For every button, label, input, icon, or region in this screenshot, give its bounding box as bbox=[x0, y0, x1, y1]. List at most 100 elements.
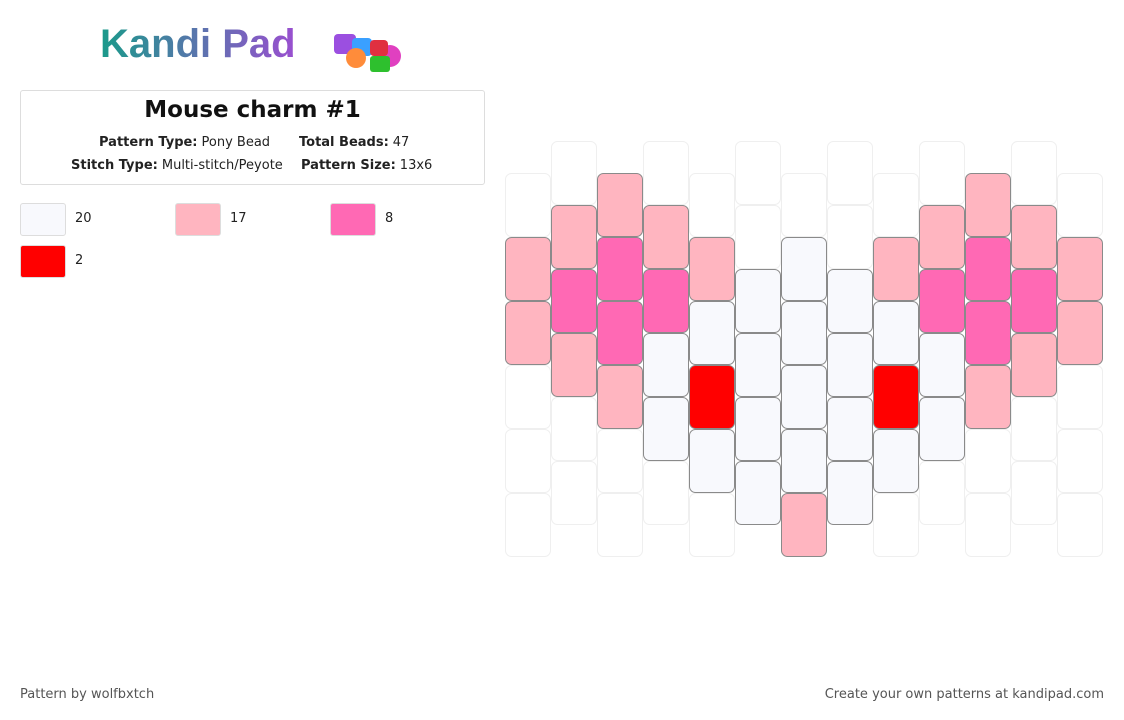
empty-bead bbox=[827, 205, 873, 269]
color-swatch bbox=[20, 203, 66, 236]
color-count: 20 bbox=[75, 211, 92, 226]
bead bbox=[873, 237, 919, 301]
bead bbox=[551, 205, 597, 269]
color-swatch bbox=[330, 203, 376, 236]
bead bbox=[919, 397, 965, 461]
empty-bead bbox=[1011, 461, 1057, 525]
bead bbox=[505, 301, 551, 365]
color-count: 8 bbox=[385, 211, 394, 226]
empty-bead bbox=[689, 493, 735, 557]
footer-link[interactable]: Create your own patterns at kandipad.com bbox=[824, 687, 1104, 702]
logo[interactable]: Kandi Pad bbox=[100, 22, 296, 66]
bead bbox=[827, 333, 873, 397]
bead bbox=[919, 269, 965, 333]
color-swatch bbox=[175, 203, 221, 236]
empty-bead bbox=[1011, 141, 1057, 205]
bead bbox=[689, 365, 735, 429]
empty-bead bbox=[505, 493, 551, 557]
bead bbox=[781, 365, 827, 429]
bead bbox=[551, 333, 597, 397]
bead bbox=[643, 269, 689, 333]
info-item: Pattern Type: Pony Bead bbox=[99, 135, 270, 150]
logo-icon bbox=[334, 34, 401, 72]
bead bbox=[735, 461, 781, 525]
bead bbox=[551, 269, 597, 333]
bead bbox=[919, 333, 965, 397]
empty-bead bbox=[505, 429, 551, 493]
empty-bead bbox=[1057, 429, 1103, 493]
empty-bead bbox=[1057, 365, 1103, 429]
info-label: Total Beads: bbox=[299, 135, 389, 150]
bead bbox=[965, 301, 1011, 365]
bead bbox=[735, 269, 781, 333]
bead bbox=[827, 269, 873, 333]
empty-bead bbox=[643, 461, 689, 525]
info-item: Stitch Type: Multi-stitch/Peyote bbox=[71, 158, 283, 173]
bead bbox=[1057, 237, 1103, 301]
bead bbox=[873, 301, 919, 365]
bead bbox=[1011, 333, 1057, 397]
bead-grid bbox=[505, 141, 1103, 557]
bead bbox=[597, 173, 643, 237]
footer-author: Pattern by wolfbxtch bbox=[20, 687, 155, 702]
bead bbox=[597, 365, 643, 429]
empty-bead bbox=[827, 141, 873, 205]
info-value: Multi-stitch/Peyote bbox=[161, 158, 283, 173]
empty-bead bbox=[1057, 173, 1103, 237]
bead bbox=[643, 333, 689, 397]
empty-bead bbox=[597, 493, 643, 557]
bead bbox=[1057, 301, 1103, 365]
bead bbox=[873, 429, 919, 493]
bead bbox=[643, 205, 689, 269]
info-value: Pony Bead bbox=[201, 135, 271, 150]
info-label: Pattern Type: bbox=[99, 135, 198, 150]
bead bbox=[689, 301, 735, 365]
bead bbox=[735, 333, 781, 397]
empty-bead bbox=[873, 493, 919, 557]
info-value: 47 bbox=[392, 135, 410, 150]
bead bbox=[827, 461, 873, 525]
bead bbox=[597, 301, 643, 365]
bead bbox=[827, 397, 873, 461]
empty-bead bbox=[919, 461, 965, 525]
empty-bead bbox=[1057, 493, 1103, 557]
empty-bead bbox=[781, 173, 827, 237]
empty-bead bbox=[597, 429, 643, 493]
info-item: Total Beads: 47 bbox=[299, 135, 409, 150]
bead bbox=[919, 205, 965, 269]
bead bbox=[735, 397, 781, 461]
bead bbox=[965, 365, 1011, 429]
empty-bead bbox=[643, 141, 689, 205]
pattern-title: Mouse charm #1 bbox=[144, 97, 361, 123]
info-item: Pattern Size: 13x6 bbox=[301, 158, 432, 173]
empty-bead bbox=[873, 173, 919, 237]
info-label: Pattern Size: bbox=[301, 158, 396, 173]
bead bbox=[505, 237, 551, 301]
bead bbox=[873, 365, 919, 429]
bead bbox=[781, 301, 827, 365]
color-count: 17 bbox=[230, 211, 247, 226]
empty-bead bbox=[965, 493, 1011, 557]
empty-bead bbox=[505, 173, 551, 237]
empty-bead bbox=[551, 461, 597, 525]
info-box: Mouse charm #1 Pattern Type: Pony Bead Tot… bbox=[20, 90, 485, 185]
empty-bead bbox=[505, 365, 551, 429]
bead bbox=[781, 493, 827, 557]
bead bbox=[1011, 205, 1057, 269]
bead bbox=[965, 173, 1011, 237]
empty-bead bbox=[551, 397, 597, 461]
bead bbox=[643, 397, 689, 461]
info-label: Stitch Type: bbox=[71, 158, 158, 173]
color-count: 2 bbox=[75, 253, 84, 268]
bead bbox=[689, 237, 735, 301]
color-swatch bbox=[20, 245, 66, 278]
empty-bead bbox=[919, 141, 965, 205]
bead bbox=[781, 429, 827, 493]
bead bbox=[597, 237, 643, 301]
bead bbox=[689, 429, 735, 493]
empty-bead bbox=[551, 141, 597, 205]
bead bbox=[781, 237, 827, 301]
empty-bead bbox=[689, 173, 735, 237]
bead bbox=[1011, 269, 1057, 333]
